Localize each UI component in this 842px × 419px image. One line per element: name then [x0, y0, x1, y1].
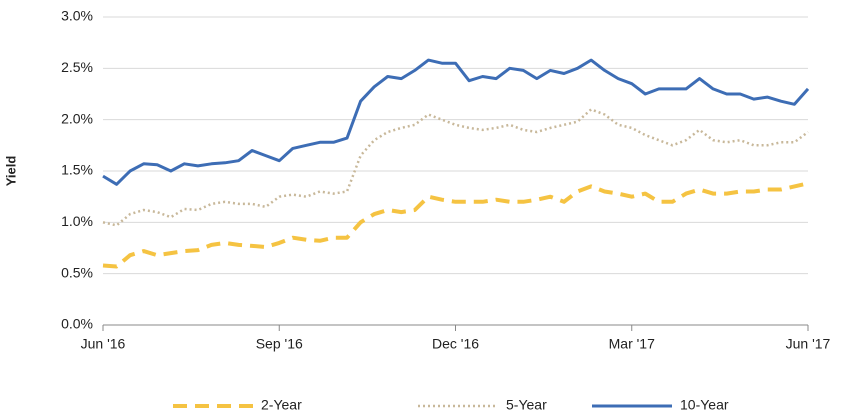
y-axis-label: Yield — [3, 156, 18, 187]
x-tick-label: Jun '16 — [81, 336, 126, 352]
line-series — [102, 58, 810, 186]
y-tick-label: 3.0% — [61, 8, 93, 24]
y-tick-label: 1.5% — [61, 162, 93, 178]
legend-label: 10-Year — [680, 397, 729, 413]
y-tick-label: 0.5% — [61, 264, 93, 280]
line-series — [102, 108, 809, 227]
x-tick-label: Mar '17 — [609, 336, 655, 352]
line-series — [102, 181, 809, 269]
legend-label: 5-Year — [506, 397, 547, 413]
x-tick-label: Dec '16 — [432, 336, 479, 352]
legend-label: 2-Year — [261, 397, 302, 413]
y-tick-label: 0.0% — [61, 316, 93, 332]
y-tick-label: 1.0% — [61, 213, 93, 229]
x-tick-label: Sep '16 — [256, 336, 303, 352]
y-tick-label: 2.0% — [61, 110, 93, 126]
y-tick-label: 2.5% — [61, 59, 93, 75]
x-tick-label: Jun '17 — [786, 336, 831, 352]
